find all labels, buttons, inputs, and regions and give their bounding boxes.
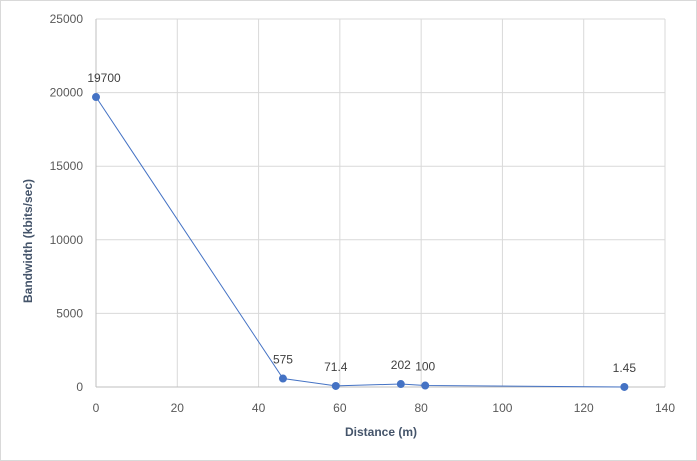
y-axis-title: Bandwidth (kbits/sec)	[21, 179, 35, 303]
x-tick-label: 120	[574, 401, 594, 415]
data-point	[92, 93, 100, 102]
data-label: 202	[391, 358, 411, 372]
x-tick-label: 40	[252, 401, 266, 415]
x-tick-label: 0	[93, 401, 100, 415]
data-point	[331, 381, 340, 390]
data-point	[421, 381, 430, 390]
data-point	[396, 380, 405, 389]
y-tick-label: 0	[76, 380, 83, 394]
x-axis-title: Distance (m)	[345, 425, 417, 439]
data-labels: 19700 575 71.4 202 100 1.45	[87, 71, 636, 375]
data-label: 71.4	[324, 360, 348, 374]
data-label: 575	[273, 353, 293, 367]
series-line-path	[95, 96, 625, 388]
y-tick-label: 5000	[56, 306, 83, 320]
data-label: 19700	[87, 71, 121, 85]
x-tick-label: 100	[492, 401, 512, 415]
y-tick-label: 15000	[50, 159, 84, 173]
x-tick-label: 80	[414, 401, 428, 415]
x-tick-label: 20	[171, 401, 185, 415]
data-label: 1.45	[613, 361, 637, 375]
y-tick-label: 10000	[50, 233, 84, 247]
data-point	[278, 374, 287, 383]
data-point	[620, 382, 629, 391]
series-line	[95, 96, 625, 388]
x-tick-label: 60	[333, 401, 347, 415]
x-tick-label: 140	[655, 401, 675, 415]
axes: 0 5000 10000 15000 20000 25000 0 20 40 60 80 100 120…	[50, 12, 676, 415]
data-points	[92, 93, 629, 391]
y-tick-label: 25000	[50, 12, 84, 26]
gridlines	[96, 18, 666, 387]
data-label: 100	[415, 360, 435, 374]
y-tick-label: 20000	[50, 86, 84, 100]
